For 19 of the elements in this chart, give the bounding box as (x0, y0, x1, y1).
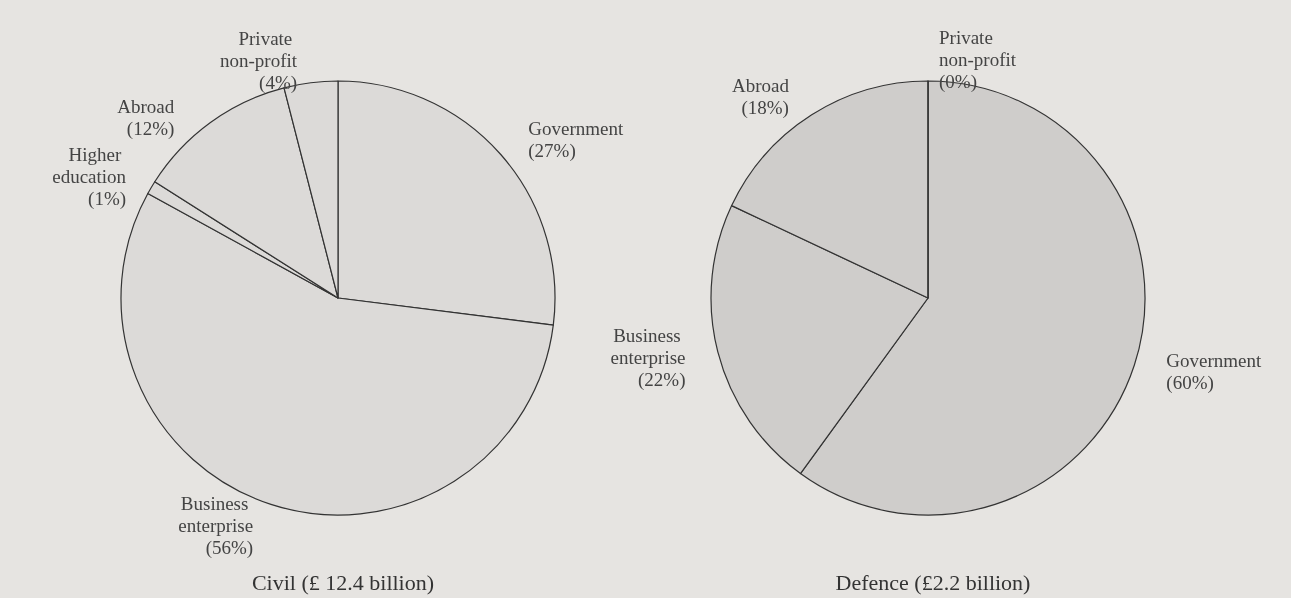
slice-label: Government (1166, 350, 1262, 372)
slice-label: Government (528, 118, 624, 140)
text: Civil (£ 12.4 billion) (251, 569, 435, 595)
data-label: (56%) (205, 536, 254, 559)
slice-label: Abroad (731, 74, 790, 96)
slice-label: Business enterprise (610, 324, 686, 368)
category-label: Private non-profit (939, 26, 1017, 70)
slice-label: Business enterprise (178, 492, 254, 536)
data-label: (4%) (259, 72, 298, 95)
data-label: (60%) (1166, 372, 1214, 395)
data-label: (18%) (741, 96, 789, 119)
data-label: (27%) (528, 140, 576, 163)
data-label: (1%) (88, 187, 127, 210)
text: Defence (£2.2 billion) (835, 569, 1031, 595)
data-label: (22%) (638, 368, 686, 391)
slice-label: Private non-profit (220, 28, 298, 72)
data-label: (12%) (126, 118, 175, 141)
slice-label: Abroad (117, 96, 175, 118)
slice-label: Higher education (52, 143, 127, 187)
